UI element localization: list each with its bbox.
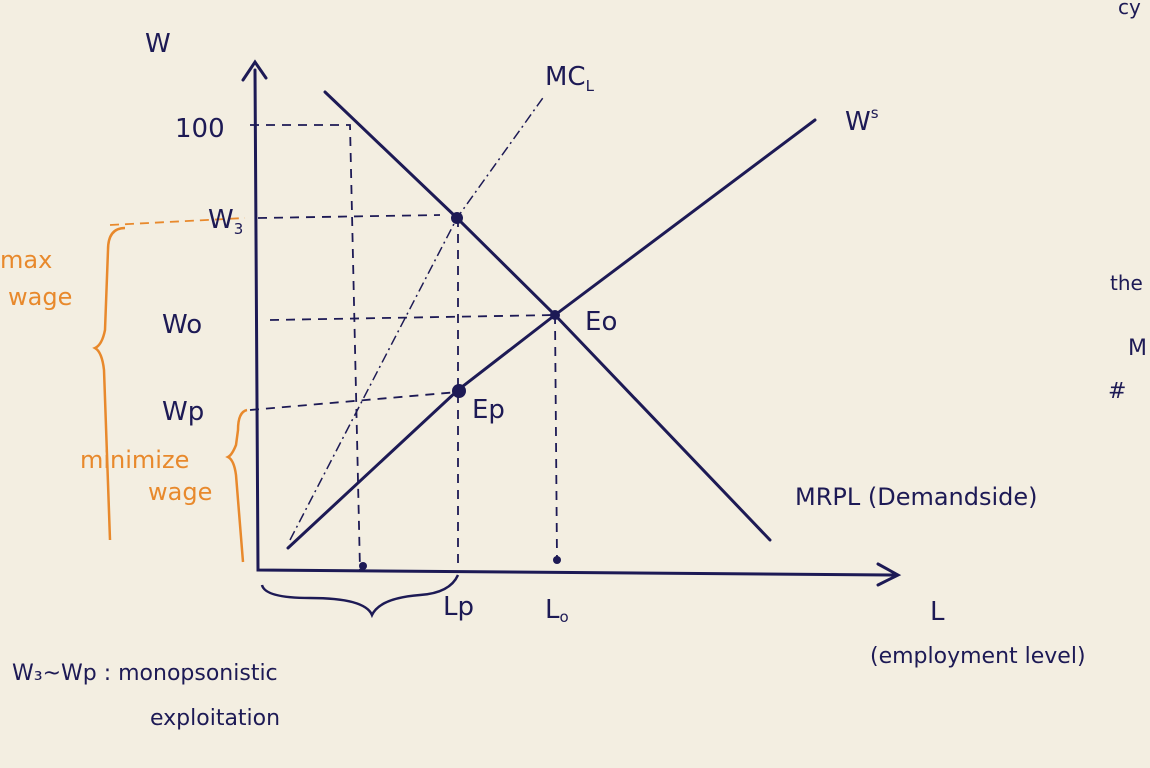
- orange-braces: [92, 226, 248, 563]
- y-arrow: [241, 59, 268, 82]
- x-tick: Lo: [545, 595, 569, 626]
- x-label: L: [930, 597, 945, 627]
- annotation: W₃~Wp : monopsonistic: [12, 661, 278, 686]
- point-label: Eo: [585, 307, 617, 337]
- edge-fragment: #: [1108, 379, 1126, 404]
- demand-curve: [323, 90, 772, 542]
- dot: [550, 310, 560, 320]
- y-tick: W3: [208, 205, 243, 238]
- y-tick-main: W: [162, 310, 187, 340]
- dot: [451, 212, 463, 224]
- point-label: Ep: [472, 395, 505, 425]
- dot: [452, 384, 466, 398]
- y-tick: 100: [175, 114, 225, 144]
- x-tick-main: L: [545, 595, 560, 625]
- edge-fragment: the: [1110, 271, 1143, 295]
- label-sup: s: [871, 104, 879, 122]
- x-tick: Lp: [443, 592, 474, 622]
- brace: [92, 226, 126, 541]
- guide-wp: [249, 391, 459, 411]
- label-sub: L: [586, 77, 595, 95]
- guide-100: [250, 124, 361, 571]
- x-tick-sub: o: [560, 608, 569, 626]
- label-main: E: [585, 307, 601, 337]
- axes: [241, 59, 902, 587]
- y-tick: Wo: [162, 310, 202, 340]
- label-main: MC: [545, 62, 586, 92]
- x-note: (employment level): [870, 644, 1086, 669]
- edge-fragment: M: [1128, 336, 1147, 361]
- supply-curve: [286, 118, 817, 550]
- demand-label: MRPL (Demandside): [795, 483, 1038, 511]
- y-label: W: [145, 29, 171, 59]
- brace: [225, 408, 248, 563]
- dot: [359, 562, 367, 570]
- edge-fragment: cy: [1118, 0, 1141, 19]
- dot: [553, 556, 561, 564]
- annotation: wage: [8, 283, 72, 311]
- y-tick-sub: o: [186, 310, 202, 340]
- guide-w3-orange: [109, 217, 246, 226]
- guide-w3: [257, 214, 441, 219]
- axis-lines: [253, 68, 897, 577]
- y-tick: Wp: [162, 397, 204, 427]
- brace: [260, 574, 460, 619]
- y-tick-main: W: [208, 205, 234, 235]
- supply-label: Ws: [845, 104, 879, 137]
- curves: [286, 90, 817, 550]
- annotation: wage: [148, 478, 212, 506]
- guide-l0: [554, 314, 558, 561]
- x-arrow: [876, 562, 902, 587]
- dots: [359, 212, 561, 570]
- mc-label: MCL: [545, 62, 595, 95]
- annotation: minimize: [80, 446, 189, 474]
- annotation: exploitation: [150, 706, 280, 731]
- annotation: max: [0, 246, 52, 274]
- label-sub: o: [601, 307, 617, 337]
- label-main: W: [845, 107, 871, 137]
- y-tick-sub: 3: [234, 220, 244, 238]
